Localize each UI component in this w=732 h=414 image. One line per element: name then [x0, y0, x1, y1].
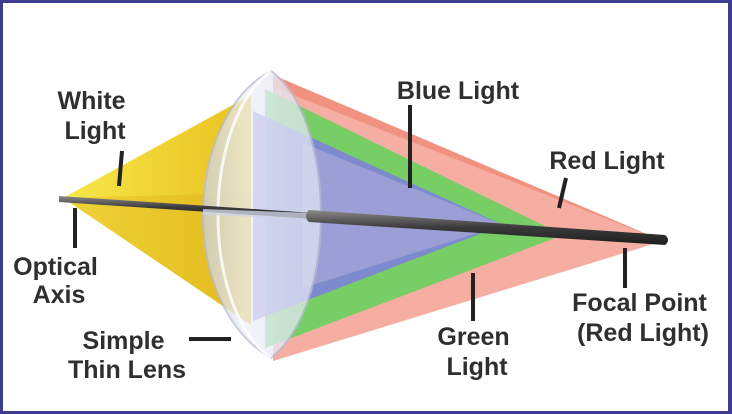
optical-axis-rod-inlens [203, 209, 313, 219]
lens-diagram: White Light Optical Axis Simple Thin Len… [13, 69, 714, 384]
white-light-label: White Light [58, 87, 133, 145]
blue-light-label: Blue Light [397, 77, 520, 105]
simple-thin-lens-label: Simple Thin Lens [68, 327, 186, 384]
white-light-leader [117, 150, 124, 187]
red-light-label: Red Light [549, 147, 665, 175]
blue-light-inner [303, 143, 503, 288]
red-light-edge [273, 75, 663, 241]
green-light-label: Green Light [437, 323, 516, 381]
white-light-cone [63, 95, 251, 325]
red-light-leader [557, 177, 568, 209]
optical-axis-rod-right [306, 210, 668, 245]
focal-point-label: Focal Point (Red Light) [572, 289, 714, 347]
optical-axis-label: Optical Axis [13, 253, 105, 309]
